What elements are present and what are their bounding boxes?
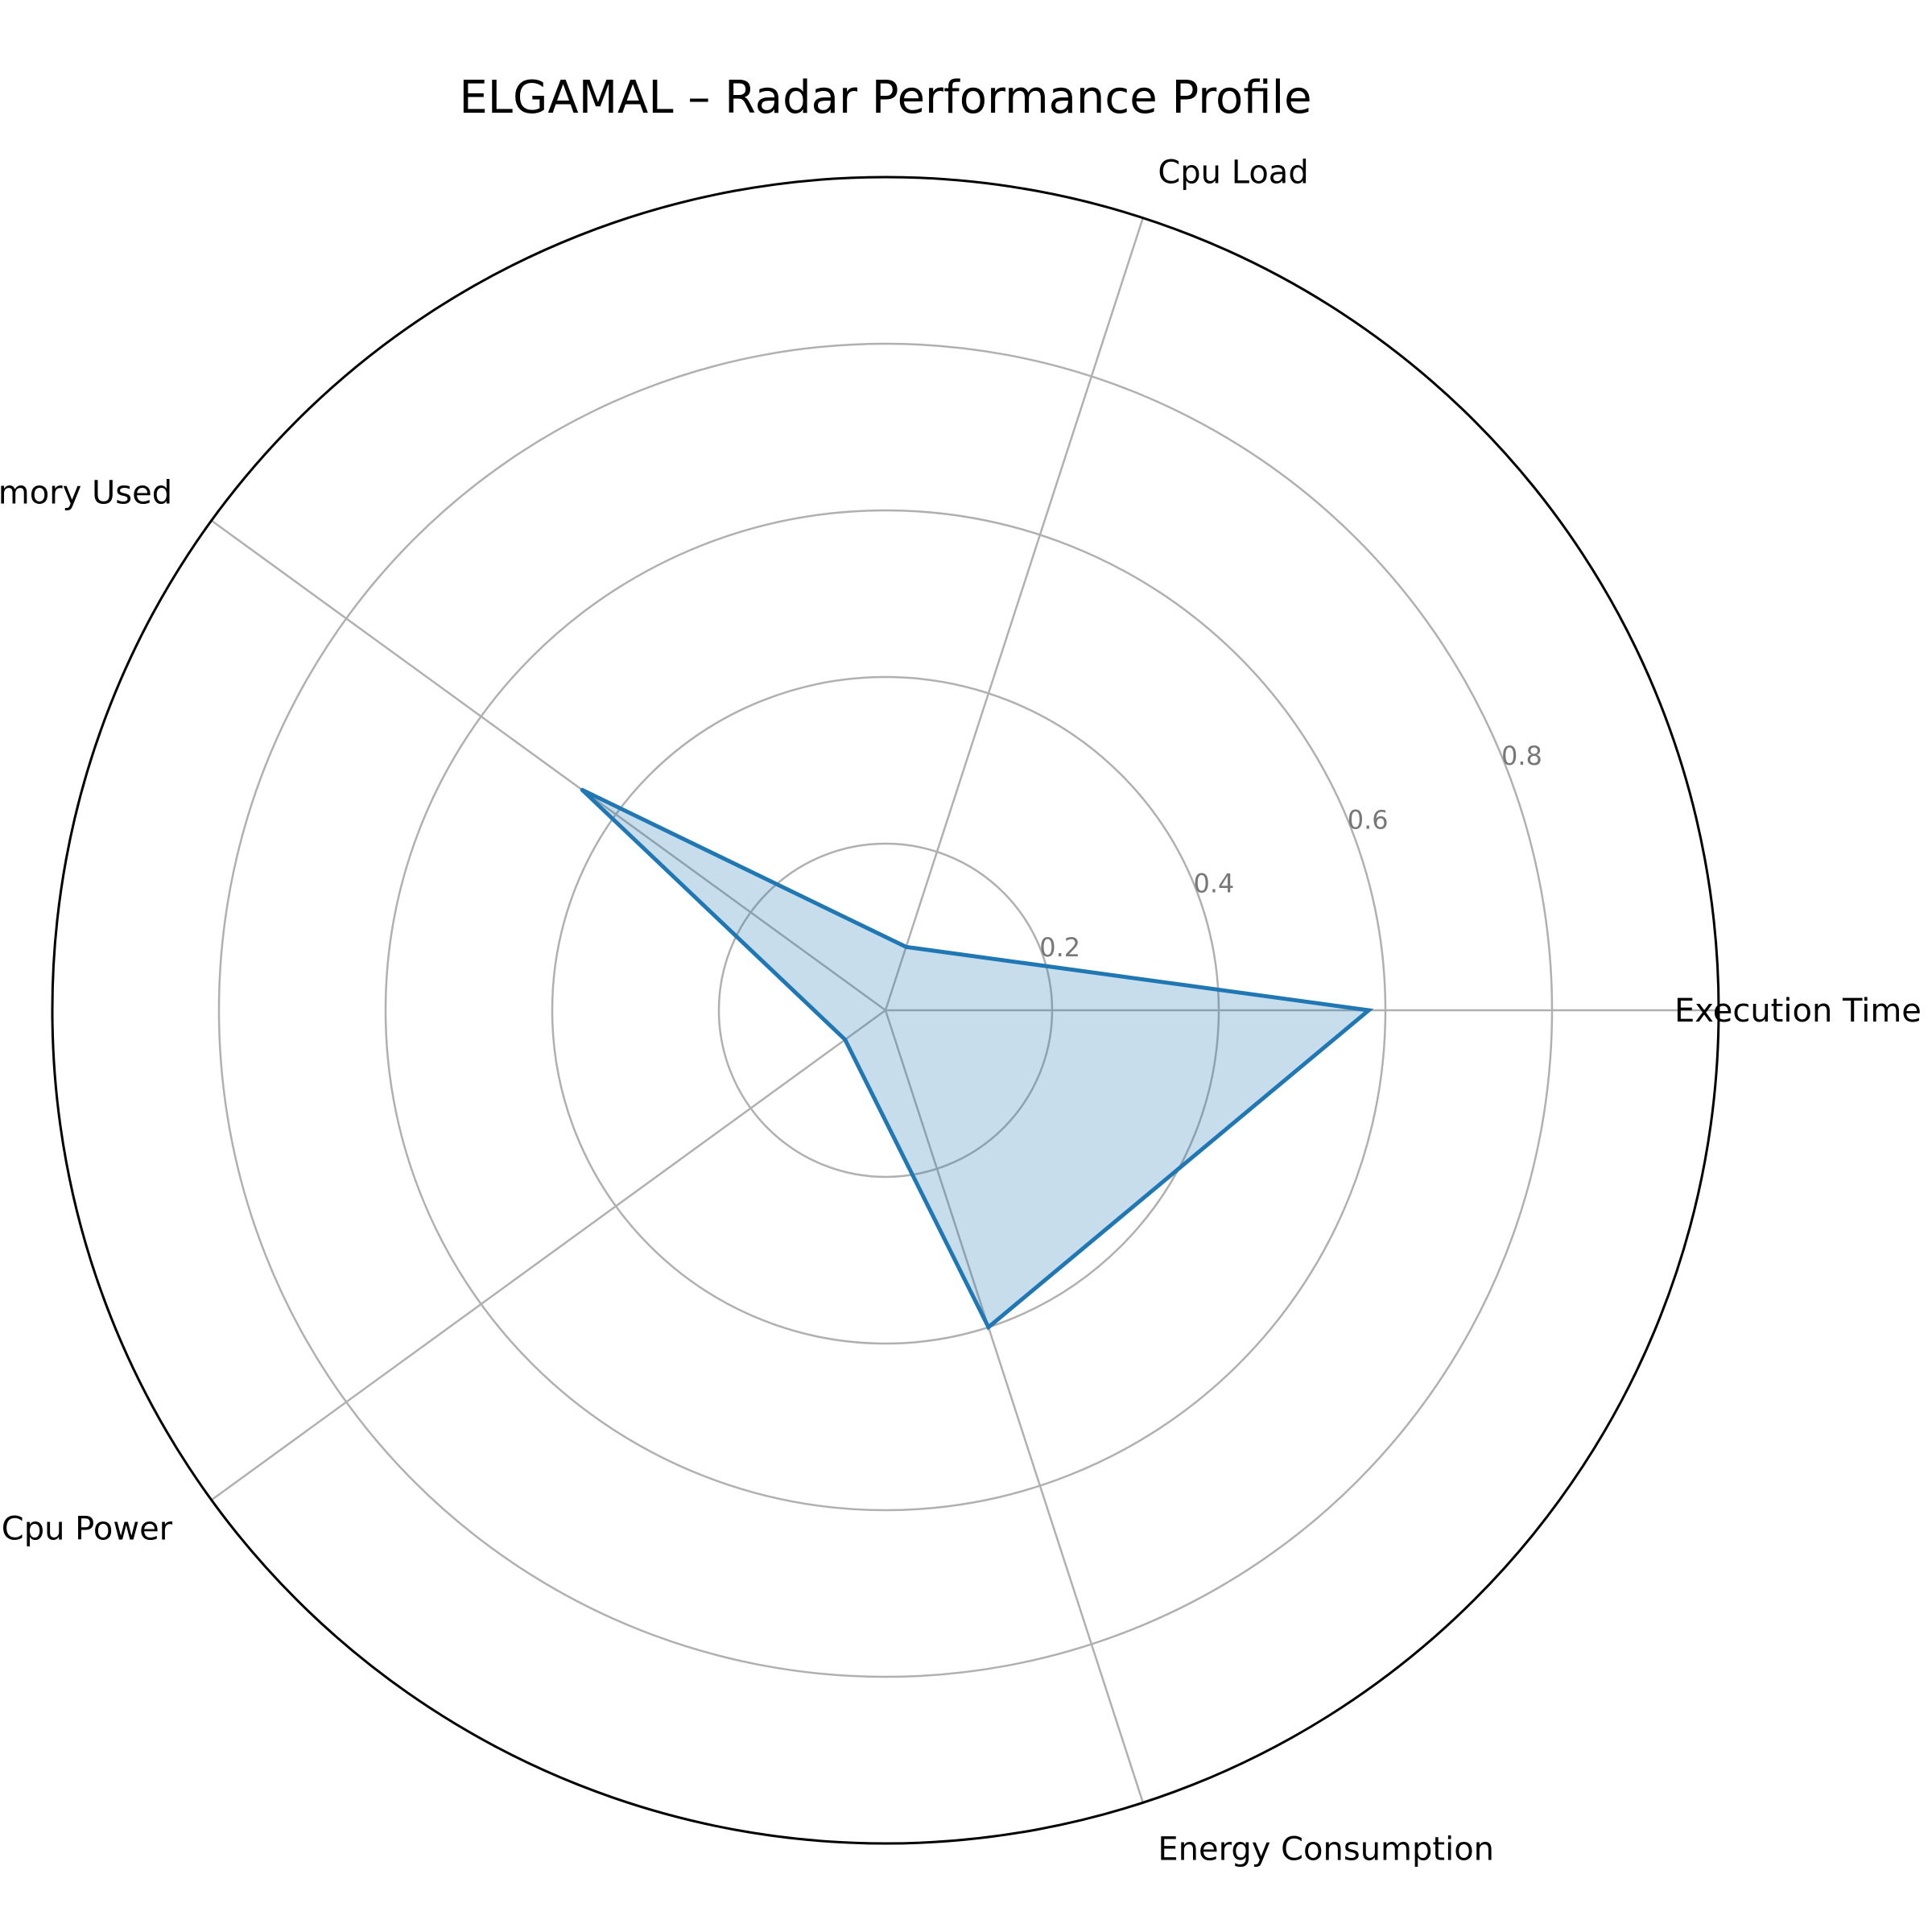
axis-label: Cpu Load (1158, 155, 1308, 192)
data-point (986, 1325, 991, 1330)
series-area (582, 790, 1369, 1327)
axis-label: Memory Used (0, 474, 172, 511)
axis-label: Cpu Power (2, 1511, 173, 1548)
data-point (843, 1038, 848, 1042)
data-point (1366, 1008, 1371, 1013)
radar-series (580, 787, 1374, 1331)
radial-tick-label: 0.2 (1039, 932, 1080, 963)
polar-frame (51, 175, 1720, 1845)
data-point (904, 944, 909, 949)
axis-label: Energy Consumption (1158, 1831, 1494, 1868)
spoke-5 (884, 1009, 1145, 1803)
spoke-2 (884, 217, 1145, 1011)
radar-grid (51, 175, 1720, 1845)
radial-tick-label: 0.8 (1501, 741, 1542, 771)
axis-label: Execution Time (1674, 993, 1922, 1030)
radial-tick-label: 0.4 (1193, 869, 1234, 899)
radial-tick-label: 0.6 (1348, 804, 1389, 835)
chart-title: ELGAMAL – Radar Performance Profile (459, 72, 1311, 124)
radar-labels: 0.2 0.4 0.6 0.8 Execution Time Cpu Load Memory… (0, 155, 1922, 1868)
series-line (580, 787, 1374, 1331)
spoke-4 (210, 1009, 886, 1501)
spoke-3 (210, 519, 886, 1012)
data-point (580, 787, 584, 792)
